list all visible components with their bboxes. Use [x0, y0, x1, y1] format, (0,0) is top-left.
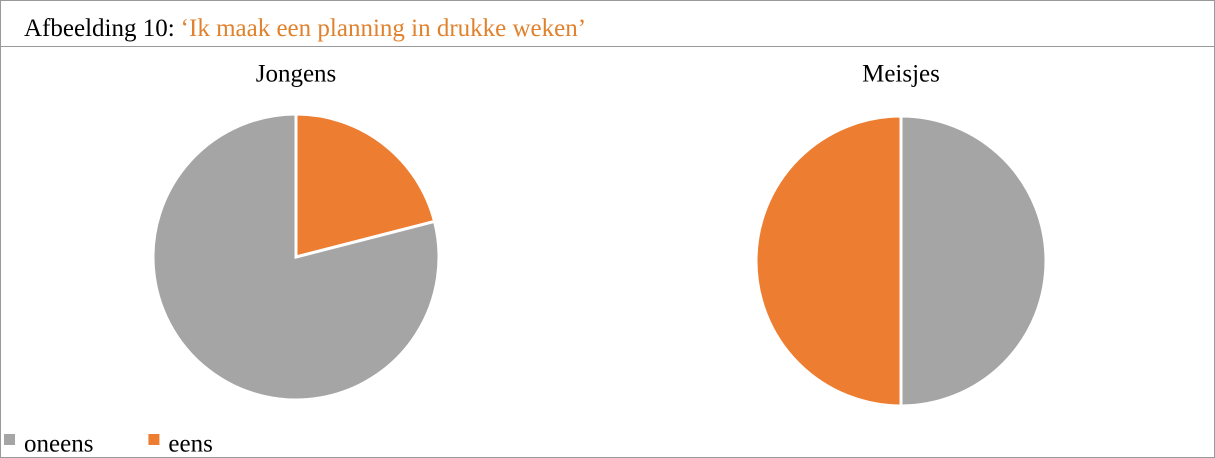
legend-swatch [4, 434, 15, 445]
legend-swatch [148, 434, 160, 445]
caption-label: Afbeelding 10: [24, 15, 175, 42]
pie-slice [151, 112, 441, 402]
caption: Afbeelding 10: ‘Ik maak een planning in d… [24, 15, 586, 42]
pie-slice [294, 112, 437, 259]
pie-slice [899, 114, 1048, 408]
caption-text: ‘Ik maak een planning in drukke weken’ [181, 15, 586, 42]
pie-slice [754, 114, 903, 408]
chart-title: Meisjes [862, 61, 940, 88]
legend-label: oneens [24, 431, 93, 458]
chart-title: Jongens [256, 61, 337, 88]
legend-label: eens [168, 431, 212, 458]
